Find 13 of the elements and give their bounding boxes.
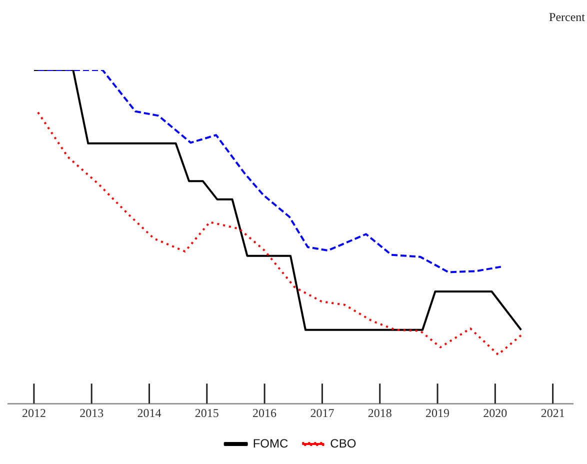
x-tick-label: 2019 [426, 406, 450, 420]
legend-label: CBO [330, 436, 356, 450]
x-tick-label: 2021 [540, 406, 565, 420]
x-tick-label: 2012 [22, 406, 46, 420]
y-axis-title: Percent [549, 10, 586, 24]
x-tick-label: 2015 [194, 406, 219, 420]
x-tick-label: 2018 [368, 406, 392, 420]
x-tick-label: 2016 [252, 406, 277, 420]
x-tick-label: 2020 [483, 406, 508, 420]
legend-label: FOMC [252, 436, 288, 450]
x-tick-label: 2014 [137, 406, 162, 420]
x-tick-label: 2013 [80, 406, 104, 420]
x-tick-label: 2017 [310, 406, 334, 420]
